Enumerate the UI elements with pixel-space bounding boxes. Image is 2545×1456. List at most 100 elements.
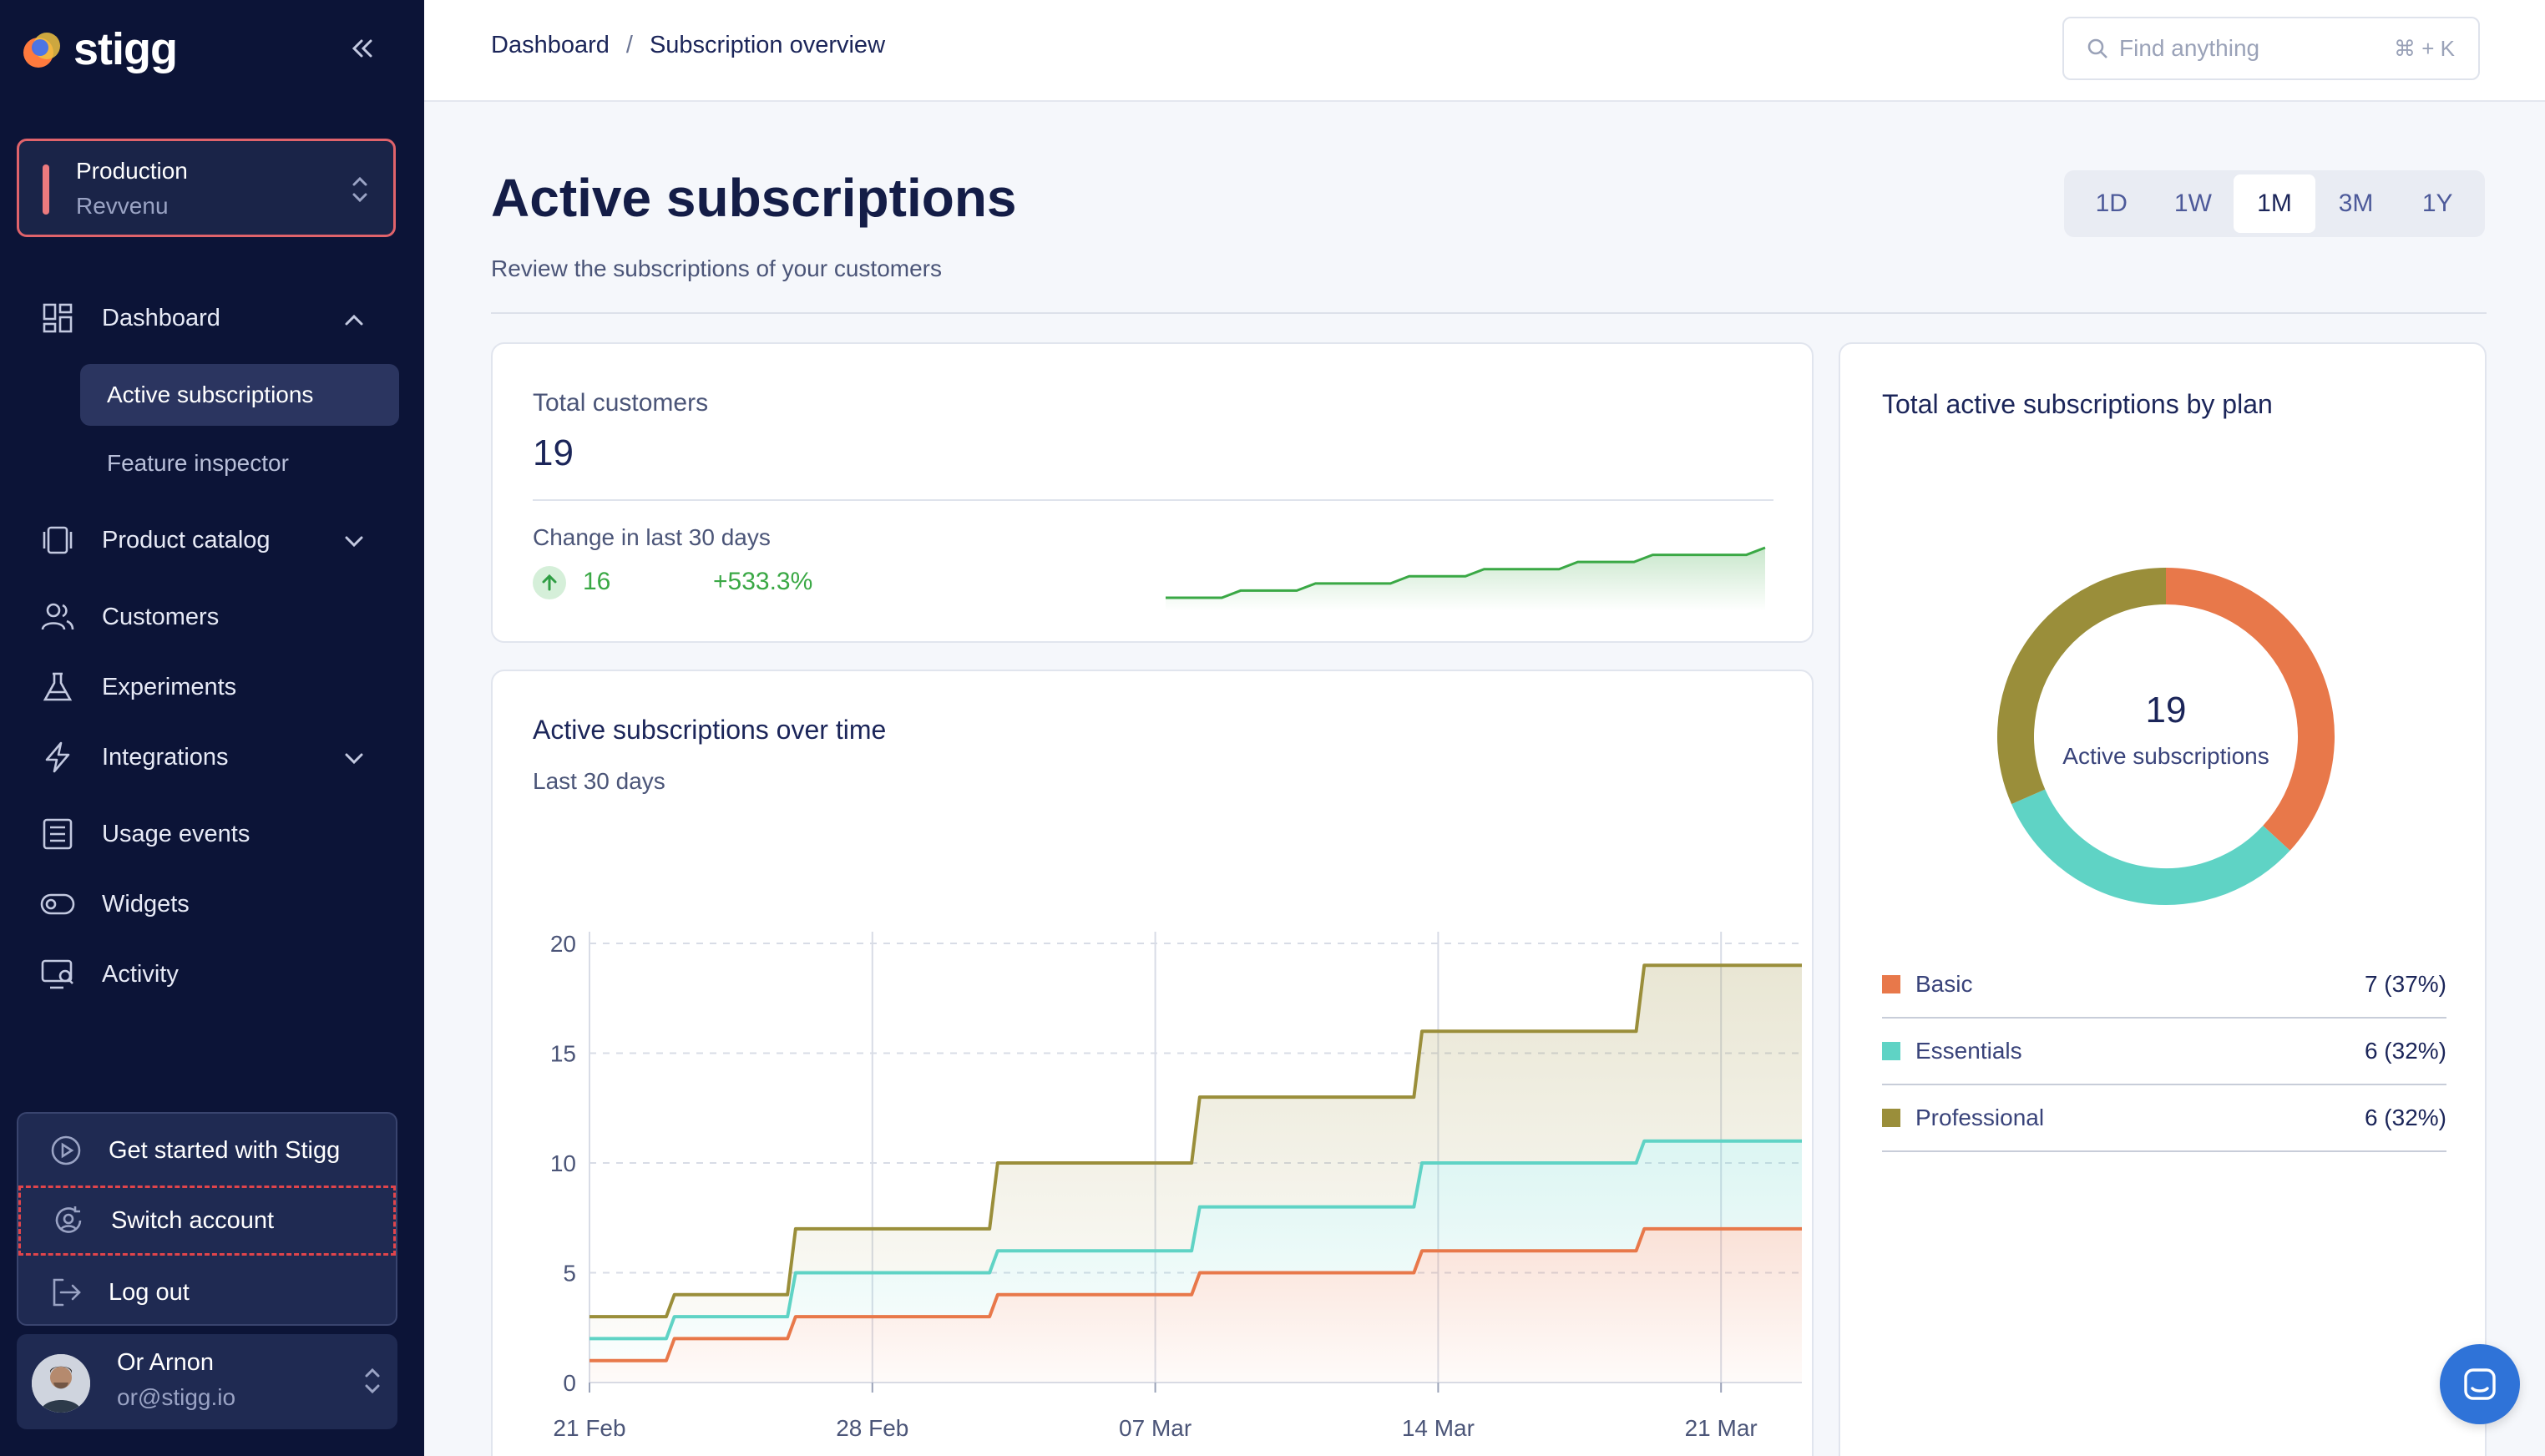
product-catalog-expand-toggle[interactable]	[334, 521, 374, 561]
sidebar-item-label: Activity	[102, 960, 179, 988]
legend-swatch	[1882, 1042, 1900, 1060]
plan-card-title: Total active subscriptions by plan	[1882, 389, 2273, 419]
brand-name: stigg	[73, 24, 178, 74]
y-tick-label: 5	[563, 1261, 576, 1287]
collapse-sidebar-button[interactable]	[342, 28, 382, 68]
search-input[interactable]: Find anything ⌘ + K	[2062, 17, 2480, 80]
time-range-1y[interactable]: 1Y	[2421, 190, 2453, 217]
environment-switcher[interactable]: Production Revvenu	[17, 139, 396, 237]
search-shortcut: ⌘ + K	[2394, 35, 2455, 61]
sidebar-item-label: Customers	[102, 603, 220, 630]
arrow-up-icon	[533, 566, 566, 599]
sidebar-item-active-subscriptions[interactable]: Active subscriptions	[80, 364, 399, 426]
sparkline-line	[1166, 546, 1766, 599]
x-tick-label: 07 Mar	[1119, 1415, 1192, 1441]
series-line-essentials	[589, 1139, 1802, 1341]
sidebar-item-label: Dashboard	[102, 304, 220, 331]
sidebar-item-widgets[interactable]: Widgets	[37, 883, 190, 925]
donut-center-label: Active subscriptions	[2062, 743, 2269, 769]
x-tick-label: 28 Feb	[836, 1415, 908, 1441]
legend-label: Essentials	[1915, 1038, 2022, 1064]
chat-icon	[2464, 1368, 2496, 1400]
total-customers-label: Total customers	[533, 389, 709, 417]
time-range-3m[interactable]: 3M	[2338, 190, 2374, 217]
get-started-menu-item[interactable]: Get started with Stigg	[18, 1115, 396, 1186]
x-tick-label: 14 Mar	[1402, 1415, 1475, 1441]
time-range-1m[interactable]: 1M	[2234, 174, 2315, 233]
play-circle-icon	[48, 1133, 83, 1168]
y-tick-label: 20	[550, 931, 576, 957]
search-icon	[2087, 38, 2107, 58]
breadcrumb-separator: /	[625, 32, 633, 58]
user-email: or@stigg.io	[117, 1384, 236, 1410]
menu-item-label: Get started with Stigg	[109, 1136, 341, 1164]
sidebar-item-label: Integrations	[102, 743, 229, 771]
donut-slice-professional	[1997, 568, 2167, 805]
log-out-menu-item[interactable]: Log out	[18, 1257, 396, 1327]
change-percent: +533.3%	[713, 568, 813, 595]
donut-center-value: 19	[2145, 690, 2187, 731]
legend-row-essentials: Essentials 6 (32%)	[1882, 1019, 2446, 1085]
sidebar-item-feature-inspector[interactable]: Feature inspector	[107, 450, 289, 476]
change-label: Change in last 30 days	[533, 524, 771, 550]
sidebar-item-product-catalog[interactable]: Product catalog	[37, 519, 271, 561]
sidebar-item-experiments[interactable]: Experiments	[37, 666, 236, 708]
legend-value: 6 (32%)	[2364, 1038, 2446, 1064]
over-time-title: Active subscriptions over time	[533, 715, 887, 745]
customers-sparkline	[1166, 546, 1766, 611]
header-divider	[491, 312, 2487, 314]
legend-row-basic: Basic 7 (37%)	[1882, 952, 2446, 1019]
dashboard-collapse-toggle[interactable]	[334, 301, 374, 341]
breadcrumb-dashboard-link[interactable]: Dashboard	[491, 32, 610, 58]
environment-name: Production	[76, 158, 188, 184]
logout-icon	[48, 1275, 83, 1310]
y-tick-label: 10	[550, 1150, 576, 1176]
top-bar: Dashboard / Subscription overview Find a…	[424, 0, 2545, 102]
series-line-basic	[589, 1226, 1802, 1362]
flask-icon	[37, 666, 78, 708]
switch-account-icon	[51, 1203, 86, 1238]
time-range-1w[interactable]: 1W	[2173, 190, 2212, 217]
search-placeholder: Find anything	[2119, 35, 2260, 61]
time-range-1d[interactable]: 1D	[2095, 190, 2128, 217]
switch-account-menu-item[interactable]: Switch account	[18, 1186, 396, 1256]
legend-swatch	[1882, 1109, 1900, 1127]
page-subtitle: Review the subscriptions of your custome…	[491, 255, 942, 281]
catalog-icon	[37, 519, 78, 561]
sidebar-item-label: Usage events	[102, 820, 250, 847]
sidebar-item-activity[interactable]: Activity	[37, 953, 179, 995]
subscriptions-over-time-card: Active subscriptions over time Last 30 d…	[491, 670, 1814, 1456]
sidebar-item-integrations[interactable]: Integrations	[37, 736, 229, 778]
series-line-professional	[589, 963, 1802, 1319]
donut-slice-essentials	[2011, 789, 2290, 905]
chevron-up-down-icon	[352, 176, 367, 203]
sidebar-item-usage-events[interactable]: Usage events	[37, 813, 250, 855]
brand-logo[interactable]: stigg	[17, 20, 384, 78]
time-range-selector: 1D 1W 1M 3M 1Y	[2064, 170, 2485, 237]
y-tick-label: 0	[563, 1370, 576, 1396]
sparkline-area	[1166, 548, 1765, 611]
change-value: 16	[583, 568, 611, 595]
chat-launcher-button[interactable]	[2440, 1344, 2520, 1424]
chevron-down-icon	[345, 753, 363, 765]
breadcrumb-current: Subscription overview	[649, 32, 886, 58]
sidebar-item-dashboard[interactable]: Dashboard	[37, 297, 220, 339]
account-menu: Get started with Stigg Switch account Lo…	[17, 1112, 397, 1326]
environment-color-bar	[43, 164, 49, 215]
legend-label: Professional	[1915, 1105, 2045, 1130]
card-divider	[533, 499, 1773, 501]
environment-account: Revvenu	[76, 193, 169, 219]
integrations-expand-toggle[interactable]	[334, 738, 374, 778]
list-icon	[37, 813, 78, 855]
total-customers-card: Total customers 19 Change in last 30 day…	[491, 342, 1814, 643]
legend-value: 6 (32%)	[2364, 1105, 2446, 1130]
total-customers-value: 19	[533, 432, 574, 473]
sidebar-item-customers[interactable]: Customers	[37, 596, 219, 638]
user-profile-switcher[interactable]: Or Arnon or@stigg.io	[17, 1334, 397, 1429]
donut-slice-basic	[2165, 568, 2335, 851]
toggle-icon	[37, 883, 78, 925]
activity-icon	[37, 953, 78, 995]
legend-label: Basic	[1915, 971, 1973, 997]
sidebar-item-label: Widgets	[102, 890, 190, 918]
menu-item-label: Log out	[109, 1278, 190, 1306]
